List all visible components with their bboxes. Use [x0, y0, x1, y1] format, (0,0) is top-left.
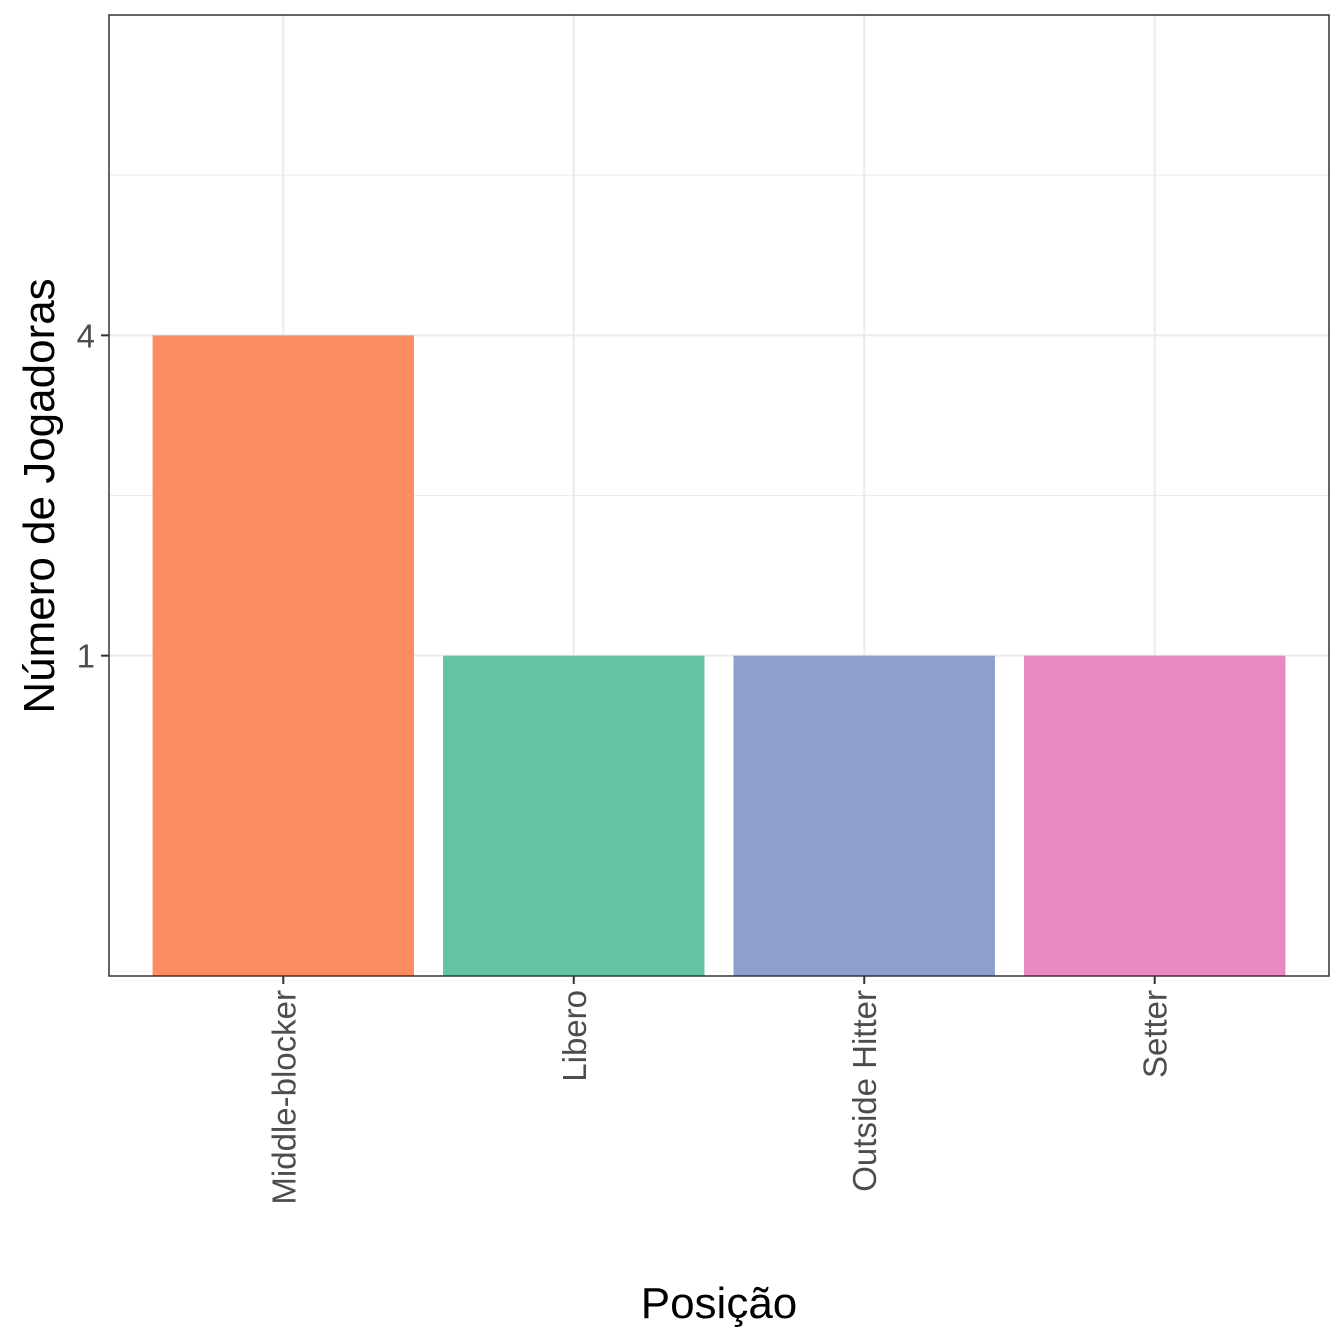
- y-tick-label: 4: [77, 317, 95, 354]
- y-axis-title: Número de Jogadoras: [15, 278, 64, 713]
- x-tick-label: Libero: [556, 990, 593, 1082]
- x-tick-label: Middle-blocker: [265, 990, 302, 1205]
- plot-border: [108, 14, 1330, 977]
- x-tick-label: Setter: [1137, 990, 1174, 1078]
- bar-outside-hitter: [733, 655, 995, 976]
- bars: [152, 335, 1286, 976]
- bar-middle-blocker: [152, 335, 415, 976]
- bar-setter: [1024, 655, 1286, 976]
- y-tick-label: 1: [77, 638, 95, 675]
- x-axis-ticks: Middle-blocker Libero Outside Hitter Setter: [265, 976, 1174, 1205]
- x-axis-title: Posição: [641, 1279, 798, 1328]
- y-axis-ticks: 14: [77, 317, 109, 675]
- x-tick-label: Outside Hitter: [846, 990, 883, 1192]
- bar-libero: [443, 655, 705, 976]
